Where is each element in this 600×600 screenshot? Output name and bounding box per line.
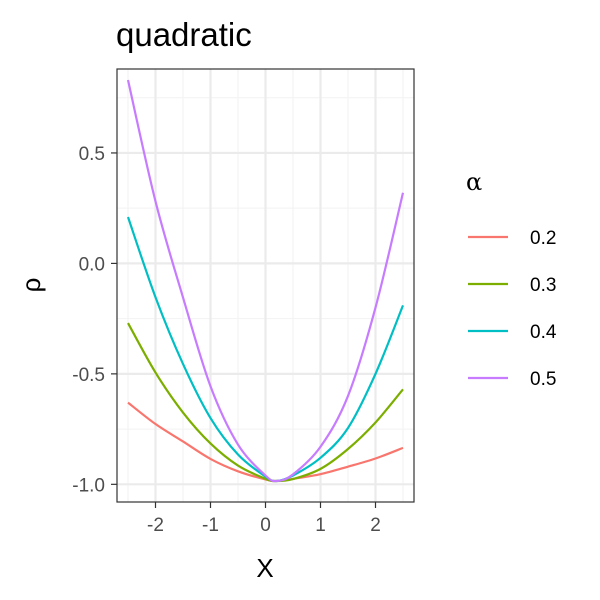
y-tick-label: 0.5	[79, 144, 105, 165]
y-tick-label: -0.5	[72, 365, 105, 386]
series-lines	[126, 79, 405, 483]
legend-title: α	[466, 168, 482, 196]
grid-major	[117, 69, 414, 502]
series-line-0.5	[126, 79, 405, 483]
legend: α 0.2 0.3 0.4 0.5	[466, 168, 557, 390]
chart-title: quadratic	[116, 16, 252, 53]
y-tick-label: -1.0	[72, 475, 105, 496]
legend-label-0.3: 0.3	[530, 275, 556, 296]
legend-items: 0.2 0.3 0.4 0.5	[468, 228, 557, 390]
legend-label-0.5: 0.5	[530, 369, 556, 390]
y-axis: -1.0 -0.5 0.0 0.5	[72, 144, 117, 496]
y-tick-label: 0.0	[79, 254, 105, 275]
x-axis-title: X	[256, 553, 273, 583]
x-axis: -2 -1 0 1 2	[147, 502, 381, 536]
x-tick-label: 2	[370, 515, 381, 536]
legend-label-0.4: 0.4	[530, 322, 557, 343]
plot-area	[116, 68, 415, 503]
y-axis-title: ρ	[16, 278, 46, 293]
x-tick-label: -1	[202, 515, 219, 536]
x-tick-label: -2	[147, 515, 164, 536]
legend-label-0.2: 0.2	[530, 228, 556, 249]
x-tick-label: 1	[315, 515, 326, 536]
x-tick-label: 0	[260, 515, 271, 536]
